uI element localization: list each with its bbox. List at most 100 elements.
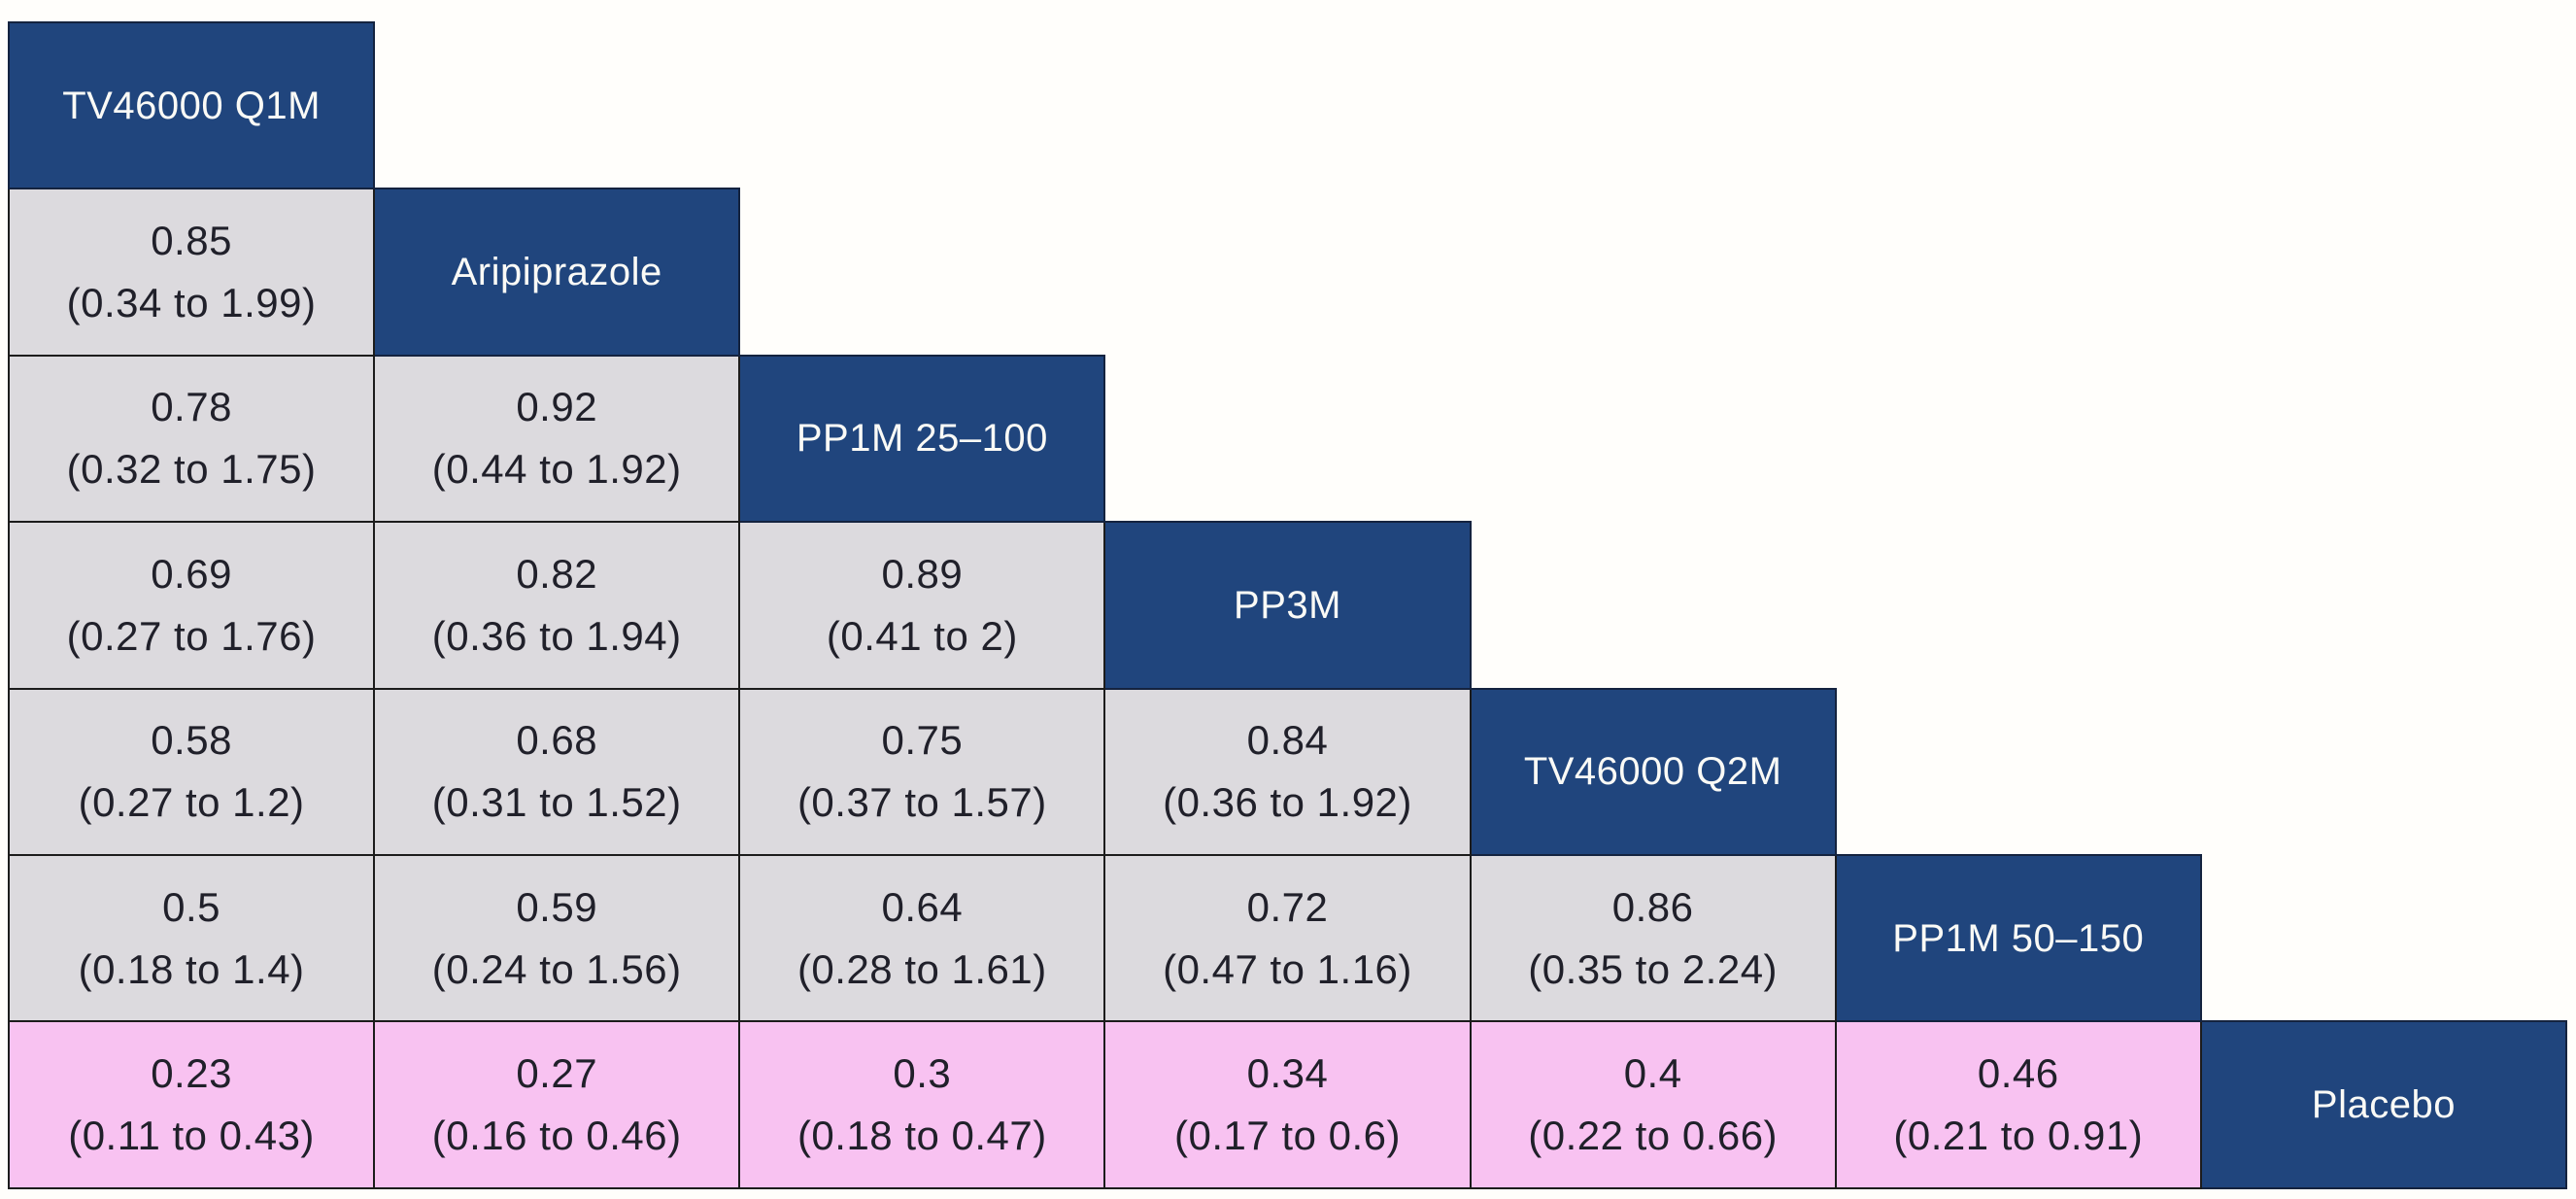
treatment-name: TV46000 Q1M	[62, 84, 321, 127]
estimate-cell: 0.92 (0.44 to 1.92)	[373, 354, 741, 524]
estimate-cell: 0.5 (0.18 to 1.4)	[7, 853, 376, 1023]
league-table: TV46000 Q1M 0.85 (0.34 to 1.99) Aripipra…	[7, 20, 2568, 1189]
estimate-value: 0.68	[516, 717, 598, 764]
empty-cell	[374, 22, 739, 188]
table-row: 0.78 (0.32 to 1.75) 0.92 (0.44 to 1.92) …	[7, 354, 2566, 524]
estimate-value: 0.84	[1246, 717, 1329, 764]
empty-cell	[1104, 356, 1470, 522]
empty-cell	[1471, 22, 1836, 188]
empty-cell	[1836, 689, 2201, 855]
estimate-cell: 0.85 (0.34 to 1.99)	[7, 188, 376, 357]
empty-cell	[739, 188, 1104, 355]
estimate-ci: (0.27 to 1.76)	[66, 612, 317, 659]
table-row: 0.58 (0.27 to 1.2) 0.68 (0.31 to 1.52) 0…	[7, 687, 2566, 856]
estimate-value: 0.34	[1246, 1050, 1329, 1097]
treatment-name: Aripiprazole	[451, 251, 662, 294]
empty-cell	[2201, 855, 2566, 1021]
significant-estimate-cell: 0.3 (0.18 to 0.47)	[738, 1020, 1106, 1189]
estimate-ci: (0.18 to 1.4)	[78, 945, 305, 992]
estimate-ci: (0.44 to 1.92)	[431, 446, 682, 493]
estimate-cell: 0.89 (0.41 to 2)	[738, 521, 1106, 690]
estimate-value: 0.23	[151, 1050, 232, 1097]
table-row: 0.5 (0.18 to 1.4) 0.59 (0.24 to 1.56) 0.…	[7, 853, 2566, 1023]
treatment-name: PP1M 50–150	[1892, 916, 2145, 960]
estimate-ci: (0.22 to 0.66)	[1528, 1113, 1779, 1159]
significant-estimate-cell: 0.34 (0.17 to 0.6)	[1103, 1020, 1472, 1189]
empty-cell	[2201, 522, 2566, 688]
empty-cell	[2201, 188, 2566, 355]
estimate-value: 0.72	[1246, 883, 1329, 930]
empty-cell	[1471, 188, 1836, 355]
estimate-ci: (0.41 to 2)	[826, 612, 1018, 659]
empty-cell	[1104, 188, 1470, 355]
estimate-value: 0.92	[516, 384, 598, 430]
estimate-value: 0.64	[881, 883, 964, 930]
estimate-cell: 0.78 (0.32 to 1.75)	[7, 354, 376, 524]
significant-estimate-cell: 0.4 (0.22 to 0.66)	[1469, 1020, 1837, 1189]
estimate-cell: 0.58 (0.27 to 1.2)	[7, 687, 376, 856]
treatment-name: Placebo	[2311, 1083, 2456, 1127]
estimate-ci: (0.24 to 1.56)	[431, 945, 682, 992]
estimate-value: 0.69	[151, 550, 232, 597]
estimate-value: 0.86	[1611, 883, 1694, 930]
empty-cell	[1836, 356, 2201, 522]
estimate-ci: (0.27 to 1.2)	[78, 779, 305, 826]
treatment-name: TV46000 Q2M	[1523, 750, 1782, 794]
empty-cell	[1836, 22, 2201, 188]
estimate-value: 0.85	[151, 218, 232, 264]
treatment-header-cell: PP3M	[1103, 521, 1472, 690]
estimate-ci: (0.18 to 0.47)	[797, 1113, 1047, 1159]
table-row: 0.85 (0.34 to 1.99) Aripiprazole	[7, 188, 2566, 357]
empty-cell	[2201, 356, 2566, 522]
treatment-name: PP1M 25–100	[796, 417, 1048, 461]
estimate-cell: 0.84 (0.36 to 1.92)	[1103, 687, 1472, 856]
treatment-header-cell: PP1M 50–150	[1834, 853, 2202, 1023]
treatment-name: PP3M	[1234, 583, 1341, 627]
estimate-value: 0.89	[881, 550, 964, 597]
estimate-ci: (0.34 to 1.99)	[66, 280, 317, 326]
estimate-value: 0.58	[151, 717, 232, 764]
estimate-value: 0.4	[1623, 1050, 1682, 1097]
empty-cell	[2201, 689, 2566, 855]
estimate-value: 0.78	[151, 384, 232, 430]
empty-cell	[1471, 522, 1836, 688]
estimate-ci: (0.31 to 1.52)	[431, 779, 682, 826]
estimate-value: 0.5	[162, 883, 221, 930]
estimate-cell: 0.86 (0.35 to 2.24)	[1469, 853, 1837, 1023]
significant-estimate-cell: 0.46 (0.21 to 0.91)	[1834, 1020, 2202, 1189]
estimate-cell: 0.64 (0.28 to 1.61)	[738, 853, 1106, 1023]
empty-cell	[2201, 22, 2566, 188]
estimate-ci: (0.36 to 1.92)	[1163, 779, 1412, 826]
empty-cell	[1836, 522, 2201, 688]
estimate-ci: (0.35 to 2.24)	[1528, 945, 1779, 992]
estimate-ci: (0.17 to 0.6)	[1174, 1113, 1401, 1159]
estimate-value: 0.27	[516, 1050, 598, 1097]
treatment-header-cell: Aripiprazole	[373, 188, 741, 357]
empty-cell	[1471, 356, 1836, 522]
significant-estimate-cell: 0.27 (0.16 to 0.46)	[373, 1020, 741, 1189]
significant-estimate-cell: 0.23 (0.11 to 0.43)	[7, 1020, 376, 1189]
estimate-value: 0.75	[881, 717, 964, 764]
estimate-value: 0.46	[1977, 1050, 2059, 1097]
estimate-ci: (0.16 to 0.46)	[431, 1113, 682, 1159]
estimate-ci: (0.28 to 1.61)	[797, 945, 1047, 992]
treatment-header-cell: TV46000 Q1M	[7, 20, 376, 190]
empty-cell	[1104, 22, 1470, 188]
estimate-value: 0.3	[893, 1050, 952, 1097]
estimate-value: 0.82	[516, 550, 598, 597]
estimate-ci: (0.37 to 1.57)	[797, 779, 1047, 826]
estimate-ci: (0.21 to 0.91)	[1893, 1113, 2144, 1159]
treatment-header-cell: PP1M 25–100	[738, 354, 1106, 524]
estimate-cell: 0.82 (0.36 to 1.94)	[373, 521, 741, 690]
empty-cell	[1836, 188, 2201, 355]
estimate-cell: 0.75 (0.37 to 1.57)	[738, 687, 1106, 856]
estimate-ci: (0.36 to 1.94)	[431, 612, 682, 659]
table-row: 0.23 (0.11 to 0.43) 0.27 (0.16 to 0.46) …	[7, 1020, 2568, 1189]
treatment-header-cell: TV46000 Q2M	[1469, 687, 1837, 856]
estimate-cell: 0.69 (0.27 to 1.76)	[7, 521, 376, 690]
table-row: 0.69 (0.27 to 1.76) 0.82 (0.36 to 1.94) …	[7, 521, 2566, 690]
estimate-cell: 0.72 (0.47 to 1.16)	[1103, 853, 1472, 1023]
estimate-value: 0.59	[516, 883, 598, 930]
empty-cell	[739, 22, 1104, 188]
estimate-ci: (0.11 to 0.43)	[68, 1113, 315, 1159]
